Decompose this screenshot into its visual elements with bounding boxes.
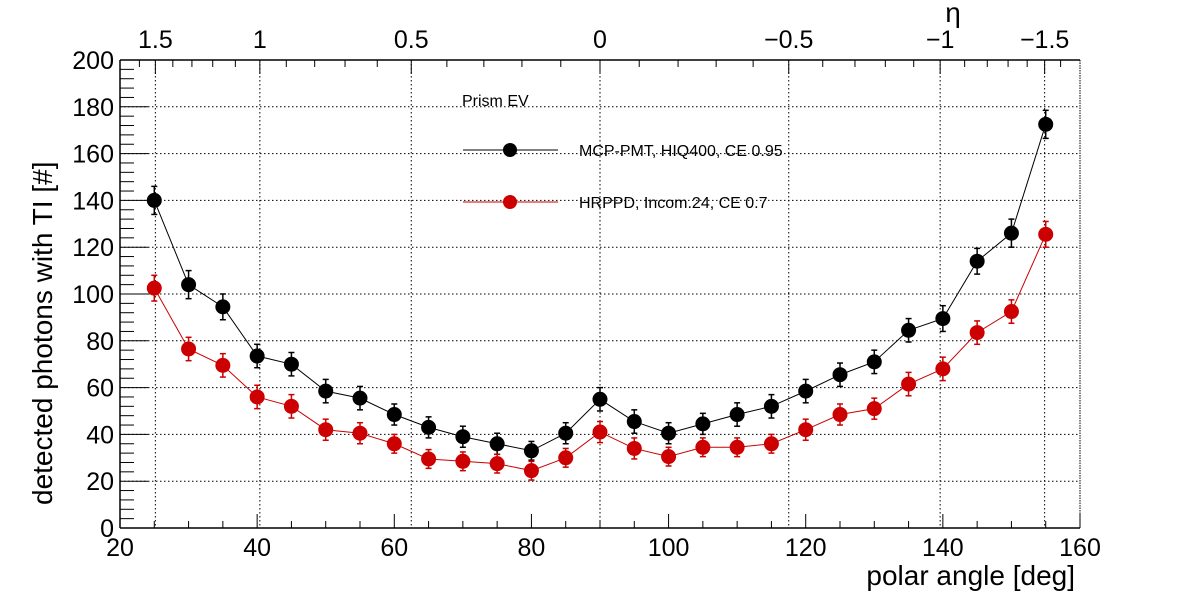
data-point	[935, 311, 951, 327]
y-tick-label: 60	[86, 375, 114, 403]
data-point	[181, 341, 197, 357]
x-tick-label: 100	[648, 534, 690, 562]
top-tick-label: 0	[593, 26, 607, 54]
data-point	[215, 299, 231, 315]
data-point	[969, 253, 985, 269]
data-point	[763, 398, 779, 414]
x-tick-label: 60	[380, 534, 408, 562]
legend-marker-hrppd	[503, 195, 517, 209]
x-tick-label: 160	[1059, 534, 1101, 562]
legend-label-hrppd: HRPPD, Incom.24, CE 0.7	[579, 195, 768, 212]
data-point	[489, 456, 505, 472]
data-point	[352, 425, 368, 441]
data-point	[146, 192, 162, 208]
data-point	[558, 425, 574, 441]
data-point	[729, 439, 745, 455]
tick-labels: 20 40 60 80 100 120 140 16002040608010012014016…	[72, 26, 1101, 562]
data-point	[489, 436, 505, 452]
top-tick-label: 1	[253, 26, 267, 54]
legend-title: Prism EV	[462, 93, 529, 110]
x-tick-label: 140	[922, 534, 964, 562]
data-point	[866, 401, 882, 417]
legend-label-mcp-pmt: MCP-PMT, HIQ400, CE 0.95	[579, 143, 783, 160]
data-point	[832, 407, 848, 423]
legend-marker-mcp-pmt	[503, 143, 517, 157]
data-point	[523, 463, 539, 479]
top-tick-label: −1	[926, 26, 955, 54]
data-point	[386, 436, 402, 452]
data-point	[832, 367, 848, 383]
y-tick-label: 160	[72, 141, 114, 169]
data-point	[626, 440, 642, 456]
data-point	[763, 436, 779, 452]
top-tick-label: 0.5	[394, 26, 429, 54]
top-tick-label: −0.5	[764, 26, 813, 54]
data-point	[661, 449, 677, 465]
y-tick-label: 40	[86, 421, 114, 449]
data-point	[969, 325, 985, 341]
data-point	[455, 453, 471, 469]
data-point	[181, 277, 197, 293]
y-tick-label: 120	[72, 234, 114, 262]
y-tick-label: 0	[100, 515, 114, 543]
data-point	[421, 451, 437, 467]
data-point	[695, 416, 711, 432]
data-series	[146, 109, 1054, 481]
grid-lines	[120, 60, 1080, 528]
legend: Prism EV MCP-PMT, HIQ400, CE 0.95 HRPPD,…	[462, 93, 783, 212]
data-point	[592, 391, 608, 407]
data-point	[935, 361, 951, 377]
top-axis-title: η	[945, 0, 961, 28]
y-tick-label: 20	[86, 468, 114, 496]
data-point	[695, 439, 711, 455]
axis-ticks	[119, 59, 1081, 529]
x-tick-label: 80	[518, 534, 546, 562]
data-point	[146, 280, 162, 296]
data-point	[318, 422, 334, 438]
data-point	[661, 425, 677, 441]
y-tick-label: 140	[72, 187, 114, 215]
y-axis-title: detected photons with TI [#]	[27, 162, 58, 505]
x-axis-title: polar angle [deg]	[866, 560, 1075, 591]
data-point	[283, 356, 299, 372]
data-point	[523, 443, 539, 459]
data-point	[901, 322, 917, 338]
x-tick-label: 120	[785, 534, 827, 562]
y-tick-label: 200	[72, 47, 114, 75]
data-point	[729, 407, 745, 423]
series-mcp-pmt	[146, 109, 1054, 461]
data-point	[798, 422, 814, 438]
data-point	[249, 348, 265, 364]
data-point	[558, 450, 574, 466]
data-point	[386, 407, 402, 423]
data-point	[1003, 225, 1019, 241]
data-point	[215, 357, 231, 373]
data-point	[1038, 116, 1054, 132]
data-point	[318, 383, 334, 399]
data-point	[1038, 226, 1054, 242]
y-tick-label: 80	[86, 328, 114, 356]
series-hrppd	[146, 220, 1054, 481]
data-point	[455, 429, 471, 445]
data-point	[592, 424, 608, 440]
data-point	[866, 354, 882, 370]
x-tick-label: 20	[106, 534, 134, 562]
top-tick-label: −1.5	[1020, 26, 1069, 54]
data-point	[352, 390, 368, 406]
top-tick-label: 1.5	[138, 26, 173, 54]
y-tick-label: 180	[72, 94, 114, 122]
data-point	[283, 398, 299, 414]
data-point	[901, 376, 917, 392]
data-point	[626, 414, 642, 430]
y-tick-label: 100	[72, 281, 114, 309]
data-point	[798, 383, 814, 399]
data-point	[249, 389, 265, 405]
x-tick-label: 40	[243, 534, 271, 562]
data-point	[421, 419, 437, 435]
data-point	[1003, 304, 1019, 320]
